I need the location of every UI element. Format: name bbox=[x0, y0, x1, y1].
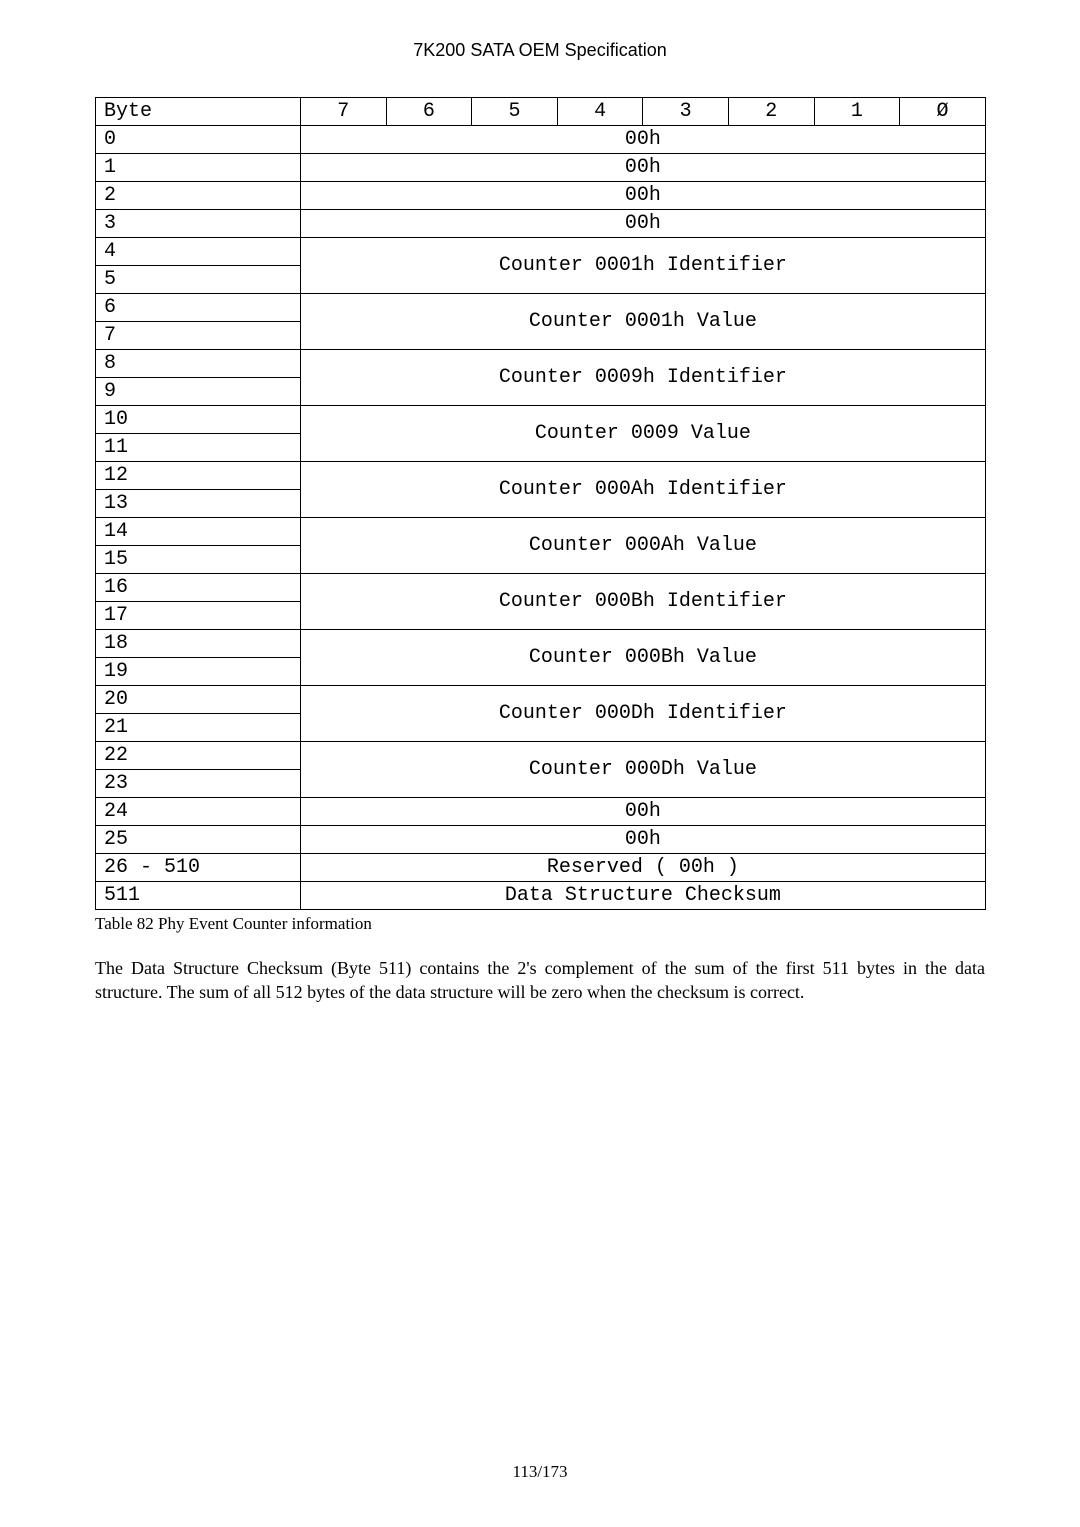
byte-label: 25 bbox=[96, 826, 301, 854]
table-row: 100h bbox=[96, 154, 986, 182]
table-caption: Table 82 Phy Event Counter information bbox=[95, 914, 985, 934]
body-paragraph: The Data Structure Checksum (Byte 511) c… bbox=[95, 956, 985, 1005]
table-row: 2500h bbox=[96, 826, 986, 854]
byte-value: Counter 000Dh Value bbox=[301, 742, 986, 798]
byte-value: Reserved ( 00h ) bbox=[301, 854, 986, 882]
byte-label: 4 bbox=[96, 238, 301, 266]
byte-value: Data Structure Checksum bbox=[301, 882, 986, 910]
byte-value: 00h bbox=[301, 826, 986, 854]
byte-label: 16 bbox=[96, 574, 301, 602]
header-bit-1: 1 bbox=[814, 98, 900, 126]
byte-value: Counter 0009h Identifier bbox=[301, 350, 986, 406]
header-bit-4: 4 bbox=[557, 98, 643, 126]
byte-value: Counter 0009 Value bbox=[301, 406, 986, 462]
page-number: 113/173 bbox=[0, 1462, 1080, 1482]
byte-label: 19 bbox=[96, 658, 301, 686]
byte-value: 00h bbox=[301, 210, 986, 238]
byte-value: Counter 0001h Identifier bbox=[301, 238, 986, 294]
table-row: 511Data Structure Checksum bbox=[96, 882, 986, 910]
byte-label: 9 bbox=[96, 378, 301, 406]
byte-value: Counter 000Ah Identifier bbox=[301, 462, 986, 518]
header-bit-7: 7 bbox=[301, 98, 387, 126]
table-row: 000h bbox=[96, 126, 986, 154]
table-row: 2400h bbox=[96, 798, 986, 826]
header-bit-0: Ø bbox=[900, 98, 986, 126]
byte-label: 26 - 510 bbox=[96, 854, 301, 882]
byte-label: 10 bbox=[96, 406, 301, 434]
byte-label: 22 bbox=[96, 742, 301, 770]
byte-label: 12 bbox=[96, 462, 301, 490]
byte-label: 5 bbox=[96, 266, 301, 294]
byte-value: 00h bbox=[301, 126, 986, 154]
table-row: 8Counter 0009h Identifier bbox=[96, 350, 986, 378]
byte-value: Counter 000Bh Identifier bbox=[301, 574, 986, 630]
byte-value: 00h bbox=[301, 182, 986, 210]
byte-value: Counter 000Bh Value bbox=[301, 630, 986, 686]
header-bit-3: 3 bbox=[643, 98, 729, 126]
byte-label: 13 bbox=[96, 490, 301, 518]
byte-label: 23 bbox=[96, 770, 301, 798]
byte-label: 17 bbox=[96, 602, 301, 630]
table-row: 300h bbox=[96, 210, 986, 238]
table-row: 20Counter 000Dh Identifier bbox=[96, 686, 986, 714]
header-bit-2: 2 bbox=[728, 98, 814, 126]
header-bit-6: 6 bbox=[386, 98, 472, 126]
table-row: 26 - 510Reserved ( 00h ) bbox=[96, 854, 986, 882]
byte-value: Counter 000Ah Value bbox=[301, 518, 986, 574]
byte-value: 00h bbox=[301, 154, 986, 182]
byte-value: Counter 000Dh Identifier bbox=[301, 686, 986, 742]
table-row: 4Counter 0001h Identifier bbox=[96, 238, 986, 266]
table-row: 16Counter 000Bh Identifier bbox=[96, 574, 986, 602]
header-bit-5: 5 bbox=[472, 98, 558, 126]
byte-label: 0 bbox=[96, 126, 301, 154]
table-header-row: Byte 7 6 5 4 3 2 1 Ø bbox=[96, 98, 986, 126]
byte-label: 21 bbox=[96, 714, 301, 742]
byte-label: 3 bbox=[96, 210, 301, 238]
byte-label: 20 bbox=[96, 686, 301, 714]
byte-label: 8 bbox=[96, 350, 301, 378]
byte-label: 24 bbox=[96, 798, 301, 826]
byte-label: 1 bbox=[96, 154, 301, 182]
byte-value: Counter 0001h Value bbox=[301, 294, 986, 350]
byte-label: 6 bbox=[96, 294, 301, 322]
table-row: 18Counter 000Bh Value bbox=[96, 630, 986, 658]
table-row: 200h bbox=[96, 182, 986, 210]
header-byte: Byte bbox=[96, 98, 301, 126]
byte-label: 7 bbox=[96, 322, 301, 350]
byte-label: 511 bbox=[96, 882, 301, 910]
byte-label: 11 bbox=[96, 434, 301, 462]
byte-label: 18 bbox=[96, 630, 301, 658]
table-row: 10Counter 0009 Value bbox=[96, 406, 986, 434]
phy-event-counter-table: Byte 7 6 5 4 3 2 1 Ø 000h100h200h300h4Co… bbox=[95, 97, 986, 910]
table-row: 12Counter 000Ah Identifier bbox=[96, 462, 986, 490]
byte-label: 15 bbox=[96, 546, 301, 574]
document-title: 7K200 SATA OEM Specification bbox=[95, 40, 985, 61]
byte-label: 2 bbox=[96, 182, 301, 210]
table-row: 22Counter 000Dh Value bbox=[96, 742, 986, 770]
table-row: 6Counter 0001h Value bbox=[96, 294, 986, 322]
table-row: 14Counter 000Ah Value bbox=[96, 518, 986, 546]
byte-value: 00h bbox=[301, 798, 986, 826]
byte-label: 14 bbox=[96, 518, 301, 546]
